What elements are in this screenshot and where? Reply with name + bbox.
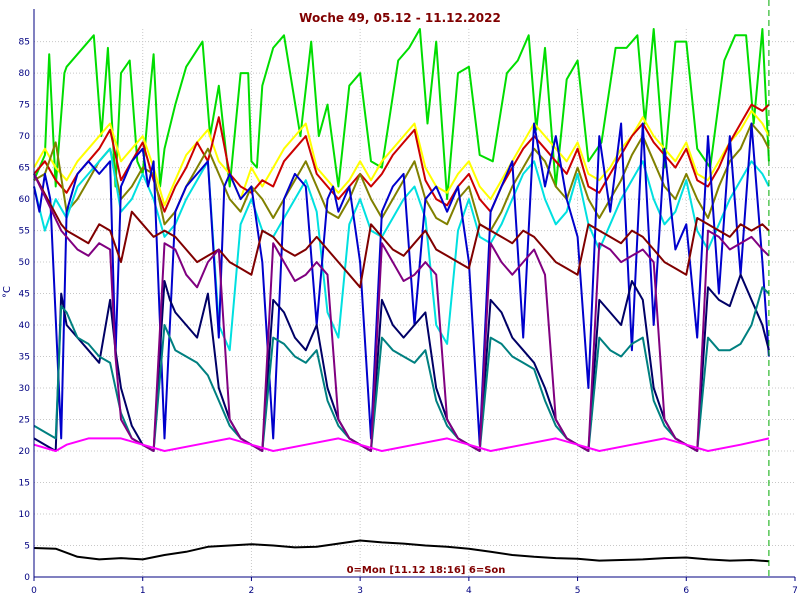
y-tick-label: 10 xyxy=(19,510,31,520)
series-line-7 xyxy=(33,273,770,452)
series-line-9 xyxy=(33,173,770,289)
y-tick-label: 65 xyxy=(19,164,30,174)
y-axis-label: °C xyxy=(2,286,13,298)
y-tick-label: 25 xyxy=(19,416,30,426)
y-tick-label: 50 xyxy=(19,258,31,268)
y-tick-label: 15 xyxy=(19,479,30,489)
y-tick-label: 85 xyxy=(19,38,30,48)
y-tick-label: 75 xyxy=(19,101,30,111)
y-tick-label: 60 xyxy=(19,195,31,205)
y-tick-label: 55 xyxy=(19,227,30,237)
series-line-12 xyxy=(33,539,769,563)
x-tick-label: 0 xyxy=(31,586,37,596)
series-layer xyxy=(33,28,770,563)
y-tick-label: 35 xyxy=(19,353,30,363)
y-tick-label: 80 xyxy=(19,69,31,79)
x-tick-label: 2 xyxy=(249,586,255,596)
series-line-11 xyxy=(33,437,770,452)
y-tick-label: 20 xyxy=(19,447,31,457)
x-tick-label: 3 xyxy=(357,586,363,596)
series-line-1 xyxy=(33,28,770,201)
y-tick-label: 45 xyxy=(19,290,30,300)
x-tick-label: 7 xyxy=(792,586,798,596)
y-tick-label: 30 xyxy=(19,384,31,394)
chart-title: Woche 49, 05.12 - 11.12.2022 xyxy=(299,11,501,25)
series-line-5 xyxy=(33,147,770,352)
x-tick-label: 6 xyxy=(683,586,689,596)
x-tick-label: 4 xyxy=(466,586,472,596)
y-tick-label: 70 xyxy=(19,132,31,142)
axes xyxy=(33,0,796,581)
x-axis-caption: 0=Mon [11.12 18:16] 6=Son xyxy=(347,565,506,576)
y-tick-label: 0 xyxy=(24,573,30,583)
x-tick-label: 1 xyxy=(140,586,146,596)
series-line-10 xyxy=(33,173,770,452)
y-tick-label: 5 xyxy=(24,542,30,552)
series-line-2 xyxy=(33,109,770,207)
x-tick-label: 5 xyxy=(575,586,581,596)
y-tick-label: 40 xyxy=(19,321,31,331)
